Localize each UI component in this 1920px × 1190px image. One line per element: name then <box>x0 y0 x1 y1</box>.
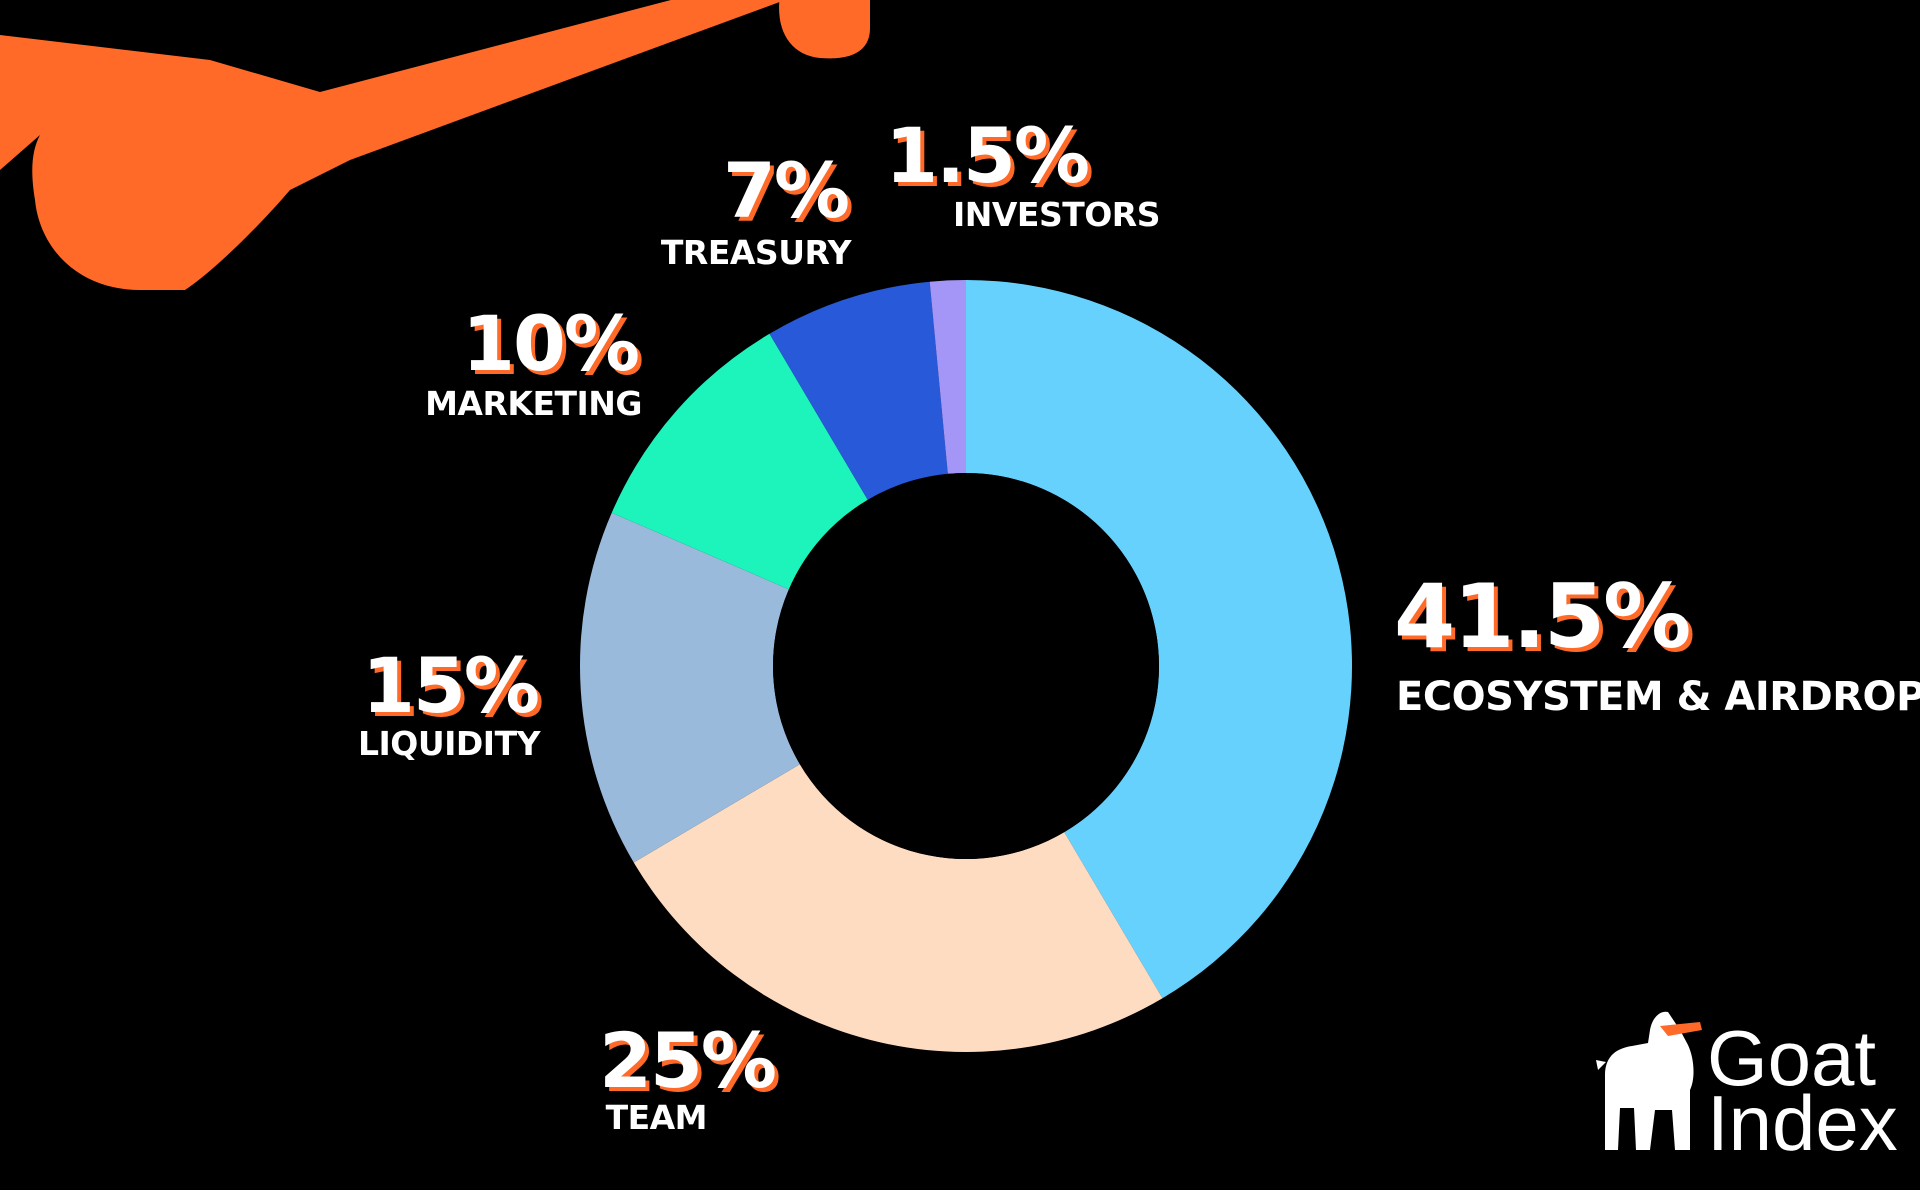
slice-name: INVESTORS <box>953 195 1160 234</box>
percent-shadow: 10% <box>466 303 642 392</box>
slice-label-team: 25% 25% TEAM <box>599 1016 781 1137</box>
percent-value: 1.5% <box>885 111 1088 200</box>
percent-shadow: 41.5% <box>1398 569 1693 672</box>
brand-line-2: Index <box>1707 1079 1898 1167</box>
percent-shadow: 7% <box>727 150 852 239</box>
donut-slice-ecosystem-airdrops <box>966 280 1352 999</box>
percent-shadow: 15% <box>366 645 542 734</box>
slice-label-investors: 1.5% 1.5% INVESTORS <box>885 111 1160 234</box>
donut-slice-treasury <box>769 281 948 500</box>
slice-name: ECOSYSTEM & AIRDROPS <box>1396 674 1920 720</box>
donut-slice-liquidity <box>580 512 800 863</box>
percent-value: 15% <box>362 641 538 730</box>
goat-icon <box>1596 1011 1702 1150</box>
slice-label-treasury: 7% 7% TREASURY <box>661 146 854 272</box>
percent-shadow: 1.5% <box>889 115 1092 204</box>
sunglasses-decoration <box>0 0 870 290</box>
donut-slice-team <box>633 764 1163 1052</box>
percent-shadow: 25% <box>603 1020 779 1109</box>
slice-name: TEAM <box>606 1098 707 1137</box>
donut-slice-investors <box>929 280 966 474</box>
brand-line-1: Goat <box>1707 1014 1876 1102</box>
percent-value: 41.5% <box>1394 565 1689 668</box>
donut-hole <box>773 473 1159 859</box>
slice-label-ecosystem: 41.5% 41.5% ECOSYSTEM & AIRDROPS <box>1394 565 1920 720</box>
percent-value: 10% <box>462 299 638 388</box>
slice-name: TREASURY <box>661 233 853 272</box>
slice-label-liquidity: 15% 15% LIQUIDITY <box>358 641 544 763</box>
percent-value: 7% <box>723 146 848 235</box>
slice-label-marketing: 10% 10% MARKETING <box>425 299 644 423</box>
donut-slice-marketing <box>611 333 868 590</box>
slice-name: LIQUIDITY <box>358 724 542 763</box>
goat-index-logo: Goat Index <box>1596 1011 1898 1167</box>
slice-name: MARKETING <box>425 384 642 423</box>
percent-value: 25% <box>599 1016 775 1105</box>
donut-chart <box>580 280 1352 1052</box>
